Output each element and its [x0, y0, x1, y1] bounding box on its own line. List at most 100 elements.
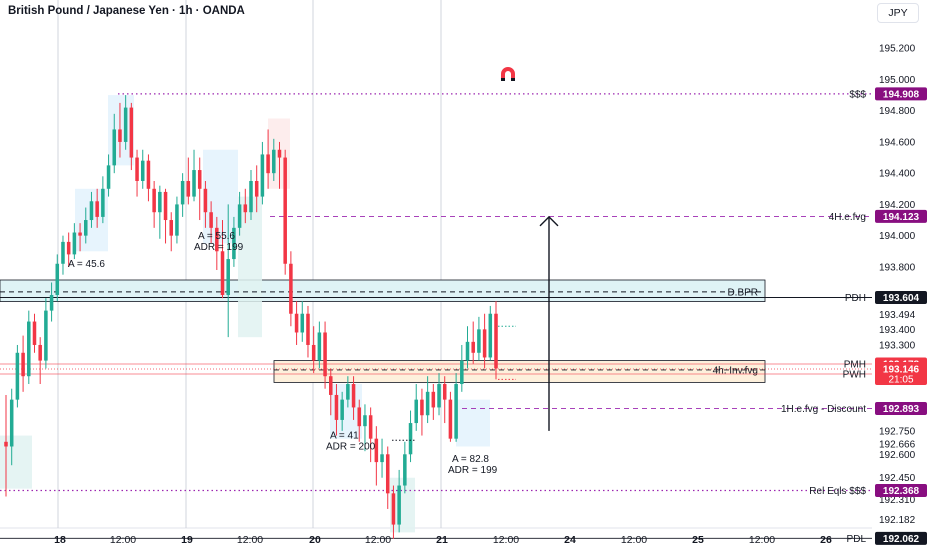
annotation-adr: ADR = 199 [448, 465, 498, 476]
price-level-label: $$$ [849, 89, 866, 100]
annotation-adr: ADR = 200 [326, 442, 376, 453]
candle-body [27, 321, 31, 377]
candle-body [425, 391, 430, 416]
candle-body [368, 415, 373, 439]
price-level-label: PDH [845, 293, 866, 304]
candle-body [135, 157, 139, 181]
candle-body [197, 170, 202, 189]
candlestick-series [4, 95, 498, 539]
price-level-label: PMH [844, 360, 866, 371]
price-level-label: PWH [843, 370, 866, 381]
candle-body [55, 263, 60, 295]
candle-body [112, 129, 117, 166]
price-badge-text: 192.893 [883, 404, 920, 415]
current-price-text: 193.146 [883, 365, 920, 376]
candle-body [289, 263, 293, 314]
candle-body [32, 321, 37, 345]
y-tick-label: 192.450 [879, 473, 916, 484]
x-tick-label: 21 [436, 534, 448, 546]
candle-body [44, 310, 48, 361]
session-box [203, 149, 238, 244]
candle-body [232, 227, 236, 260]
current-price-badge [875, 362, 927, 386]
price-badge [875, 290, 927, 304]
candle-body [49, 294, 54, 311]
price-badge-text: 192.368 [883, 486, 920, 497]
candle-body [209, 212, 213, 228]
y-tick-label: 194.600 [879, 137, 916, 148]
annotation-range: A = 41 [330, 431, 359, 442]
candle-body [95, 201, 99, 217]
candle-body [243, 204, 248, 213]
candle-body [272, 149, 276, 174]
candle-body [391, 493, 396, 525]
candle-body [226, 259, 230, 295]
candle-body [300, 313, 305, 333]
candle-body [254, 180, 259, 197]
candle-body [21, 352, 25, 377]
candle-body [203, 188, 208, 213]
y-tick-label: 195.200 [879, 44, 916, 55]
candle-body [431, 391, 436, 408]
annotation-adr: ADR = 199 [194, 242, 244, 253]
candle-body [4, 441, 8, 447]
candle-body [351, 384, 356, 408]
zone-blue [0, 279, 766, 302]
y-tick-label: 192.182 [879, 515, 916, 526]
price-level-label: D.BPR [727, 287, 758, 298]
candle-body [266, 154, 270, 174]
candle-body [140, 160, 145, 181]
candle-body [465, 341, 470, 361]
candle-body [118, 129, 122, 142]
candle-body [414, 399, 418, 424]
currency-button[interactable]: JPY [877, 3, 919, 23]
y-tick-label: 192.666 [879, 439, 916, 450]
candle-body [123, 107, 128, 142]
candle-body [294, 313, 299, 333]
candle-body [192, 170, 196, 197]
candle-body [482, 329, 487, 358]
magnet-icon[interactable] [498, 66, 518, 86]
y-tick-label: 194.400 [879, 169, 916, 180]
candle-body [397, 485, 401, 525]
price-badge-text: 194.908 [883, 89, 920, 100]
candle-body [101, 188, 105, 217]
candle-body [385, 454, 390, 494]
y-tick-label: 193.300 [879, 340, 916, 351]
candle-body [9, 399, 14, 447]
x-tick-label: 24 [564, 534, 576, 546]
candle-body [84, 220, 88, 236]
candle-body [61, 241, 65, 264]
x-tick-label: 26 [820, 534, 832, 546]
candle-countdown: 21:05 [888, 375, 913, 386]
price-badge [875, 531, 927, 545]
y-tick-label: 195.000 [879, 75, 916, 86]
y-tick-label: 194.800 [879, 106, 916, 117]
candle-body [471, 341, 475, 353]
candle-body [488, 313, 493, 358]
price-badge [875, 402, 927, 416]
y-tick-label: 194.000 [879, 231, 916, 242]
candle-body [277, 149, 282, 158]
price-level-label: 4h. Inv.fvg [713, 365, 758, 376]
price-badge-text: 194.123 [883, 212, 920, 223]
annotation-range: A = 45.6 [68, 259, 105, 270]
candle-body [317, 332, 322, 361]
candle-body [357, 407, 362, 427]
annotation-range: A = 55.6 [198, 231, 235, 242]
candle-body [146, 160, 151, 189]
candle-body [403, 454, 407, 486]
candle-body [249, 180, 253, 213]
candle-body [454, 384, 458, 439]
x-tick-label: 19 [181, 534, 193, 546]
candle-body [89, 201, 94, 221]
candle-body [420, 399, 424, 416]
candle-body [186, 180, 191, 197]
price-badge-text: 192.062 [883, 534, 920, 545]
candle-body [283, 157, 287, 264]
candle-body [448, 399, 453, 439]
y-tick-label: 193.800 [879, 262, 916, 273]
candle-body [311, 344, 316, 361]
